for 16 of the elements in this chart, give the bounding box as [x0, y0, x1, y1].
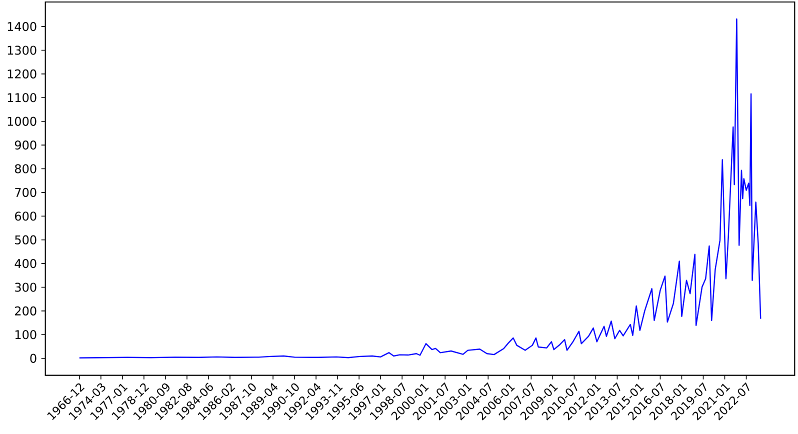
y-tick-label: 400	[14, 259, 36, 268]
y-tick-label: 0	[30, 354, 36, 363]
y-tick-label: 1400	[8, 22, 36, 32]
y-tick-label: 1200	[8, 69, 36, 78]
y-tick-label: 300	[15, 282, 36, 292]
y-tick-label: 900	[14, 140, 36, 150]
y-tick-label: 700	[15, 188, 36, 197]
y-tick-label: 100	[15, 330, 36, 340]
y-tick-label: 1300	[8, 46, 36, 55]
y-tick-label: 1100	[8, 93, 36, 102]
y-tick-label: 800	[14, 164, 36, 174]
y-tick-label: 500	[15, 235, 36, 244]
y-tick-label: 200	[15, 306, 36, 316]
y-tick-label: 1000	[8, 116, 36, 126]
y-tick-label: 600	[15, 212, 36, 221]
line-series	[78, 18, 762, 358]
